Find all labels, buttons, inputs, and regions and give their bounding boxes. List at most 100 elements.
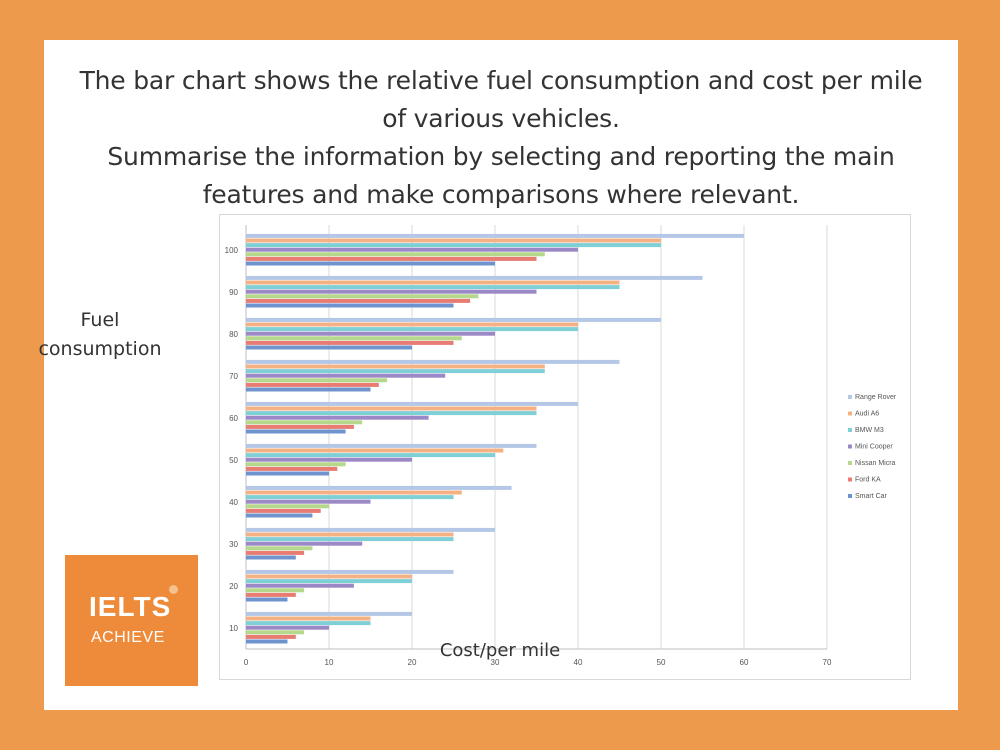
bar: [246, 634, 296, 639]
bar: [246, 537, 454, 542]
y-axis-title-line-1: Fuel: [80, 309, 120, 331]
bar: [246, 340, 454, 345]
x-tick-label: 60: [740, 658, 749, 667]
bar: [246, 555, 296, 560]
legend-swatch: [848, 395, 852, 399]
bar: [246, 382, 379, 387]
x-tick-label: 10: [325, 658, 334, 667]
bar: [246, 630, 305, 635]
bar: [246, 625, 329, 630]
bar: [246, 247, 578, 252]
bar: [246, 378, 388, 383]
bar: [246, 546, 313, 551]
legend-swatch: [848, 494, 852, 498]
y-axis-title: Fuel consumption: [30, 306, 170, 364]
bar: [246, 466, 338, 471]
bar: [246, 471, 329, 476]
y-tick-label: 70: [229, 372, 238, 381]
bar: [246, 331, 495, 336]
bar: [246, 322, 578, 327]
bar: [246, 369, 545, 374]
bar: [246, 462, 346, 467]
legend-label: Mini Cooper: [855, 444, 893, 451]
bar: [246, 513, 313, 518]
y-tick-label: 60: [229, 414, 238, 423]
y-tick-label: 30: [229, 540, 238, 549]
x-tick-label: 0: [244, 658, 249, 667]
bar: [246, 532, 454, 537]
bar: [246, 256, 537, 261]
bar: [246, 583, 354, 588]
bar: [246, 448, 504, 453]
bar: [246, 429, 346, 434]
bar: [246, 411, 537, 416]
bar: [246, 574, 412, 579]
legend-swatch: [848, 411, 852, 416]
bar: [246, 275, 703, 280]
bar: [246, 359, 620, 364]
bar: [246, 233, 744, 238]
bar: [246, 485, 512, 490]
bar: [246, 336, 462, 341]
bar: [246, 294, 479, 299]
bar: [246, 550, 305, 555]
bar: [246, 401, 578, 406]
legend-label: BMW M3: [855, 427, 884, 434]
bar: [246, 504, 329, 509]
bar: [246, 611, 412, 616]
bar: [246, 639, 288, 644]
bar: [246, 317, 661, 322]
y-tick-label: 10: [229, 624, 238, 633]
chart-area: 0 10 20 30 40 50 60 70 10 20 30 40 50 60 70 80 90 100 Rang…: [219, 214, 911, 680]
x-tick-label: 50: [657, 658, 666, 667]
prompt-line-2: of various vehicles.: [382, 104, 620, 133]
bar: [246, 364, 545, 369]
x-tick-label: 40: [574, 658, 583, 667]
bar: [246, 387, 371, 392]
bar: [246, 490, 462, 495]
bar: [246, 495, 454, 500]
bar: [246, 616, 371, 621]
legend-swatch: [848, 461, 852, 465]
bar: [246, 289, 537, 294]
y-tick-label: 40: [229, 498, 238, 507]
bar: [246, 453, 495, 458]
legend-label: Nissan Micra: [855, 460, 896, 467]
bar: [246, 527, 495, 532]
bar: [246, 406, 537, 411]
bar: [246, 541, 363, 546]
bar: [246, 303, 454, 308]
y-tick-label: 100: [225, 246, 239, 255]
prompt-line-1: The bar chart shows the relative fuel co…: [79, 66, 923, 95]
legend-label: Range Rover: [855, 394, 897, 401]
bar: [246, 261, 495, 266]
bar: [246, 243, 661, 248]
logo-text-ielts: IELTS: [89, 591, 172, 622]
bar: [246, 238, 661, 243]
legend-label: Smart Car: [855, 493, 888, 500]
bar: [246, 499, 371, 504]
bar: [246, 252, 545, 257]
x-tick-label: 20: [408, 658, 417, 667]
bar: [246, 424, 354, 429]
bar: [246, 415, 429, 420]
logo-dot-icon: [169, 585, 178, 594]
y-tick-label: 90: [229, 288, 238, 297]
x-tick-label: 70: [823, 658, 832, 667]
bar: [246, 443, 537, 448]
bar: [246, 579, 412, 584]
task-prompt: The bar chart shows the relative fuel co…: [44, 62, 958, 214]
bar: [246, 569, 454, 574]
x-axis-title: Cost/per mile: [439, 640, 561, 661]
bar-chart: 0 10 20 30 40 50 60 70 10 20 30 40 50 60 70 80 90 100 Rang…: [225, 225, 897, 667]
bar: [246, 592, 296, 597]
bar: [246, 420, 363, 425]
y-tick-label: 20: [229, 582, 238, 591]
x-tick-label: 30: [491, 658, 500, 667]
bar: [246, 508, 321, 513]
prompt-line-3: Summarise the information by selecting a…: [107, 142, 895, 171]
logo-text-achieve: ACHIEVE: [91, 629, 165, 646]
legend-swatch: [848, 477, 852, 482]
y-axis-title-line-2: consumption: [38, 338, 162, 360]
legend-swatch: [848, 428, 852, 432]
